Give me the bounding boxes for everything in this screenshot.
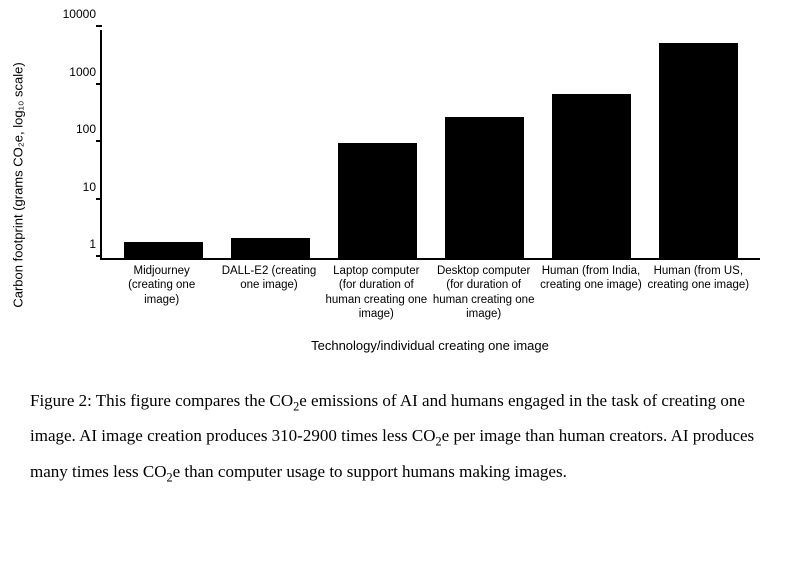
x-labels: Midjourney (creating one image)DALL-E2 (… <box>100 264 760 322</box>
y-tick-mark <box>96 198 102 200</box>
x-tick-label: Midjourney (creating one image) <box>108 264 215 322</box>
y-tick-mark <box>96 255 102 257</box>
bar <box>231 238 310 258</box>
bar-slot <box>645 30 752 258</box>
y-tick-mark <box>96 83 102 85</box>
bar-slot <box>110 30 217 258</box>
x-tick-label: DALL-E2 (creating one image) <box>215 264 322 322</box>
bar <box>124 242 203 258</box>
y-tick-label: 10000 <box>63 7 102 21</box>
x-tick-label: Laptop computer (for duration of human c… <box>323 264 430 322</box>
y-tick-mark <box>96 25 102 27</box>
y-axis-label: Carbon footprint (grams CO₂e, log₁₀ scal… <box>11 62 26 307</box>
bar-slot <box>431 30 538 258</box>
x-tick-label: Human (from India, creating one image) <box>537 264 644 322</box>
y-tick-label: 1000 <box>69 65 102 79</box>
bar-slot <box>538 30 645 258</box>
x-tick-label: Human (from US, creating one image) <box>645 264 752 322</box>
bar-slot <box>324 30 431 258</box>
x-axis-title: Technology/individual creating one image <box>100 338 760 353</box>
bar-chart: Carbon footprint (grams CO₂e, log₁₀ scal… <box>30 20 770 350</box>
bar-slot <box>217 30 324 258</box>
y-tick-label: 100 <box>76 122 102 136</box>
plot-area: 110100100010000 <box>100 30 760 260</box>
y-tick-mark <box>96 140 102 142</box>
bars-container <box>102 30 760 258</box>
bar <box>445 117 524 258</box>
bar <box>552 94 631 258</box>
bar <box>338 143 417 258</box>
x-tick-label: Desktop computer (for duration of human … <box>430 264 537 322</box>
y-tick-label: 10 <box>83 180 102 194</box>
y-tick-label: 1 <box>89 237 102 251</box>
figure-caption: Figure 2: This figure compares the CO2e … <box>30 384 770 490</box>
bar <box>659 43 738 258</box>
